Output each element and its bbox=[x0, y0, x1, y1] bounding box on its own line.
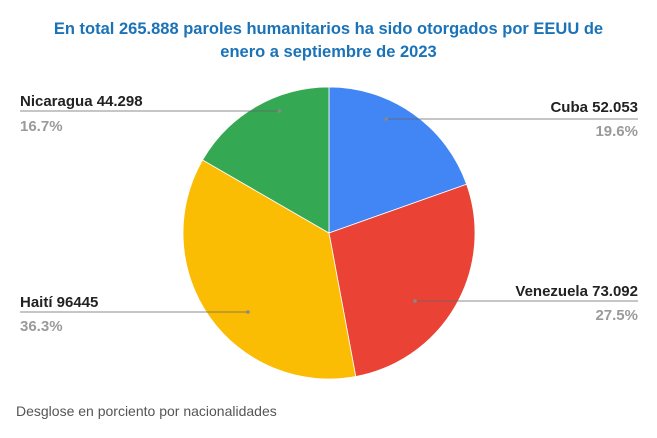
chart-footer-note: Desglose en porciento por nacionalidades bbox=[16, 403, 277, 419]
leader-dot-1 bbox=[413, 299, 417, 303]
chart-title-line-1: En total 265.888 paroles humanitarios ha… bbox=[53, 20, 604, 38]
pie-slice-2 bbox=[182, 159, 357, 380]
slice-percent-1: 27.5% bbox=[595, 307, 638, 324]
slice-labels: Cuba 52.053 19.6% Venezuela 73.092 27.5% Hai… bbox=[20, 93, 638, 335]
pie-slice-3 bbox=[202, 86, 330, 234]
chart-title: En total 265.888 paroles humanitarios ha… bbox=[0, 18, 657, 64]
pie-slices bbox=[182, 86, 476, 380]
chart-title-line-2: enero a septiembre de 2023 bbox=[220, 43, 437, 61]
slice-percent-3: 16.7% bbox=[20, 118, 63, 135]
pie-slice-1 bbox=[328, 183, 476, 377]
pie-slice-0 bbox=[328, 86, 468, 234]
slice-label-3: Nicaragua 44.298 bbox=[20, 93, 143, 110]
leader-dot-2 bbox=[246, 310, 250, 314]
slice-percent-0: 19.6% bbox=[595, 123, 638, 140]
leader-dot-0 bbox=[384, 117, 389, 121]
slice-percent-2: 36.3% bbox=[20, 318, 63, 335]
leader-dot-3 bbox=[277, 109, 282, 113]
slice-label-1: Venezuela 73.092 bbox=[515, 283, 638, 300]
leader-lines bbox=[20, 109, 638, 314]
slice-label-0: Cuba 52.053 bbox=[550, 99, 638, 116]
slice-label-2: Haití 96445 bbox=[20, 294, 98, 311]
